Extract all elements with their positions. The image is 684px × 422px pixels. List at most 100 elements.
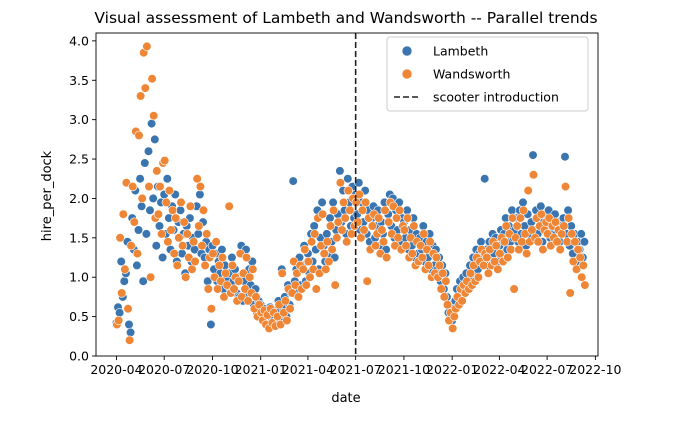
data-point [441,276,451,286]
data-point [354,178,364,188]
data-point [565,288,575,298]
data-point [335,166,345,176]
data-point [343,186,353,196]
data-point [563,213,574,223]
data-point [424,260,434,271]
data-point [520,229,530,239]
data-point [409,221,419,231]
data-point [359,225,369,235]
data-point [137,193,147,203]
data-point [190,256,200,267]
x-axis-label: date [331,391,360,406]
data-point [208,249,218,259]
y-tick-label: 2.5 [69,152,89,167]
plot-frame [95,32,599,357]
legend-label: scooter introduction [433,90,559,105]
data-point [354,189,364,200]
data-point [141,229,151,239]
data-point [517,237,527,247]
data-point [465,268,476,278]
x-tick-label: 2022-10 [569,362,621,377]
data-point [147,74,157,84]
data-point [493,264,503,274]
data-point [356,233,366,243]
data-point [142,41,152,52]
data-point [322,229,332,239]
data-point [158,252,168,263]
data-point [448,323,458,334]
data-point [120,264,130,274]
data-point [280,296,291,306]
data-point [136,91,146,101]
data-point [332,233,342,243]
data-point [138,276,148,286]
data-point [311,284,321,294]
data-point [282,315,292,326]
data-point [175,205,186,215]
data-point [495,249,505,259]
data-point [337,225,347,235]
data-point [217,252,227,263]
data-point [550,217,561,227]
data-point [346,229,357,239]
data-point [418,221,428,231]
data-point [132,249,142,259]
data-point [536,209,546,219]
y-tick-label: 4.0 [69,33,89,48]
data-point [310,229,320,239]
data-point [227,252,237,263]
x-tick-label: 2020-07 [138,362,190,377]
data-point [114,308,125,318]
data-point [362,276,372,286]
data-point [431,252,442,263]
data-point [211,237,221,247]
plot-area: 0.0 0.5 1.0 1.5 2.0 2.5 3.0 3.5 4.0 2020-042020-0… [69,32,622,377]
legend: Lambeth Wandsworth scooter introduction [386,36,589,112]
y-tick-label: 2.0 [69,191,89,206]
y-axis-label: hire_per_dock [40,150,55,241]
data-point [176,197,186,207]
data-point [339,197,349,207]
data-point [222,280,232,290]
data-point [185,201,195,211]
data-point [145,205,155,215]
legend-label: Wandsworth [433,67,510,82]
data-point [382,252,392,263]
data-point [195,189,205,200]
data-point [221,268,231,278]
data-point [578,260,588,271]
data-point [552,237,562,247]
data-point [189,237,199,247]
data-point [118,209,128,219]
data-point [419,229,429,239]
data-point [457,296,467,306]
data-point [151,241,161,251]
data-point [442,300,453,310]
data-point [357,205,368,215]
x-tick-label: 2021-04 [282,362,334,377]
data-point [117,288,127,298]
data-point [219,292,229,302]
data-point [503,252,513,263]
data-point [518,205,529,215]
data-point [155,182,165,192]
data-point [202,229,212,239]
legend-wandsworth: Wandsworth [401,67,510,82]
data-point [403,213,413,223]
data-point [241,252,252,263]
data-point [371,241,381,251]
data-point [144,182,154,192]
data-point [439,292,449,302]
data-point [374,213,384,223]
data-point [128,182,138,192]
data-point [154,221,165,231]
data-point [164,186,174,196]
data-point [285,304,295,314]
data-point [178,241,188,251]
data-point [533,237,543,247]
data-point [317,197,327,207]
data-point [206,304,216,314]
data-point [575,252,585,263]
